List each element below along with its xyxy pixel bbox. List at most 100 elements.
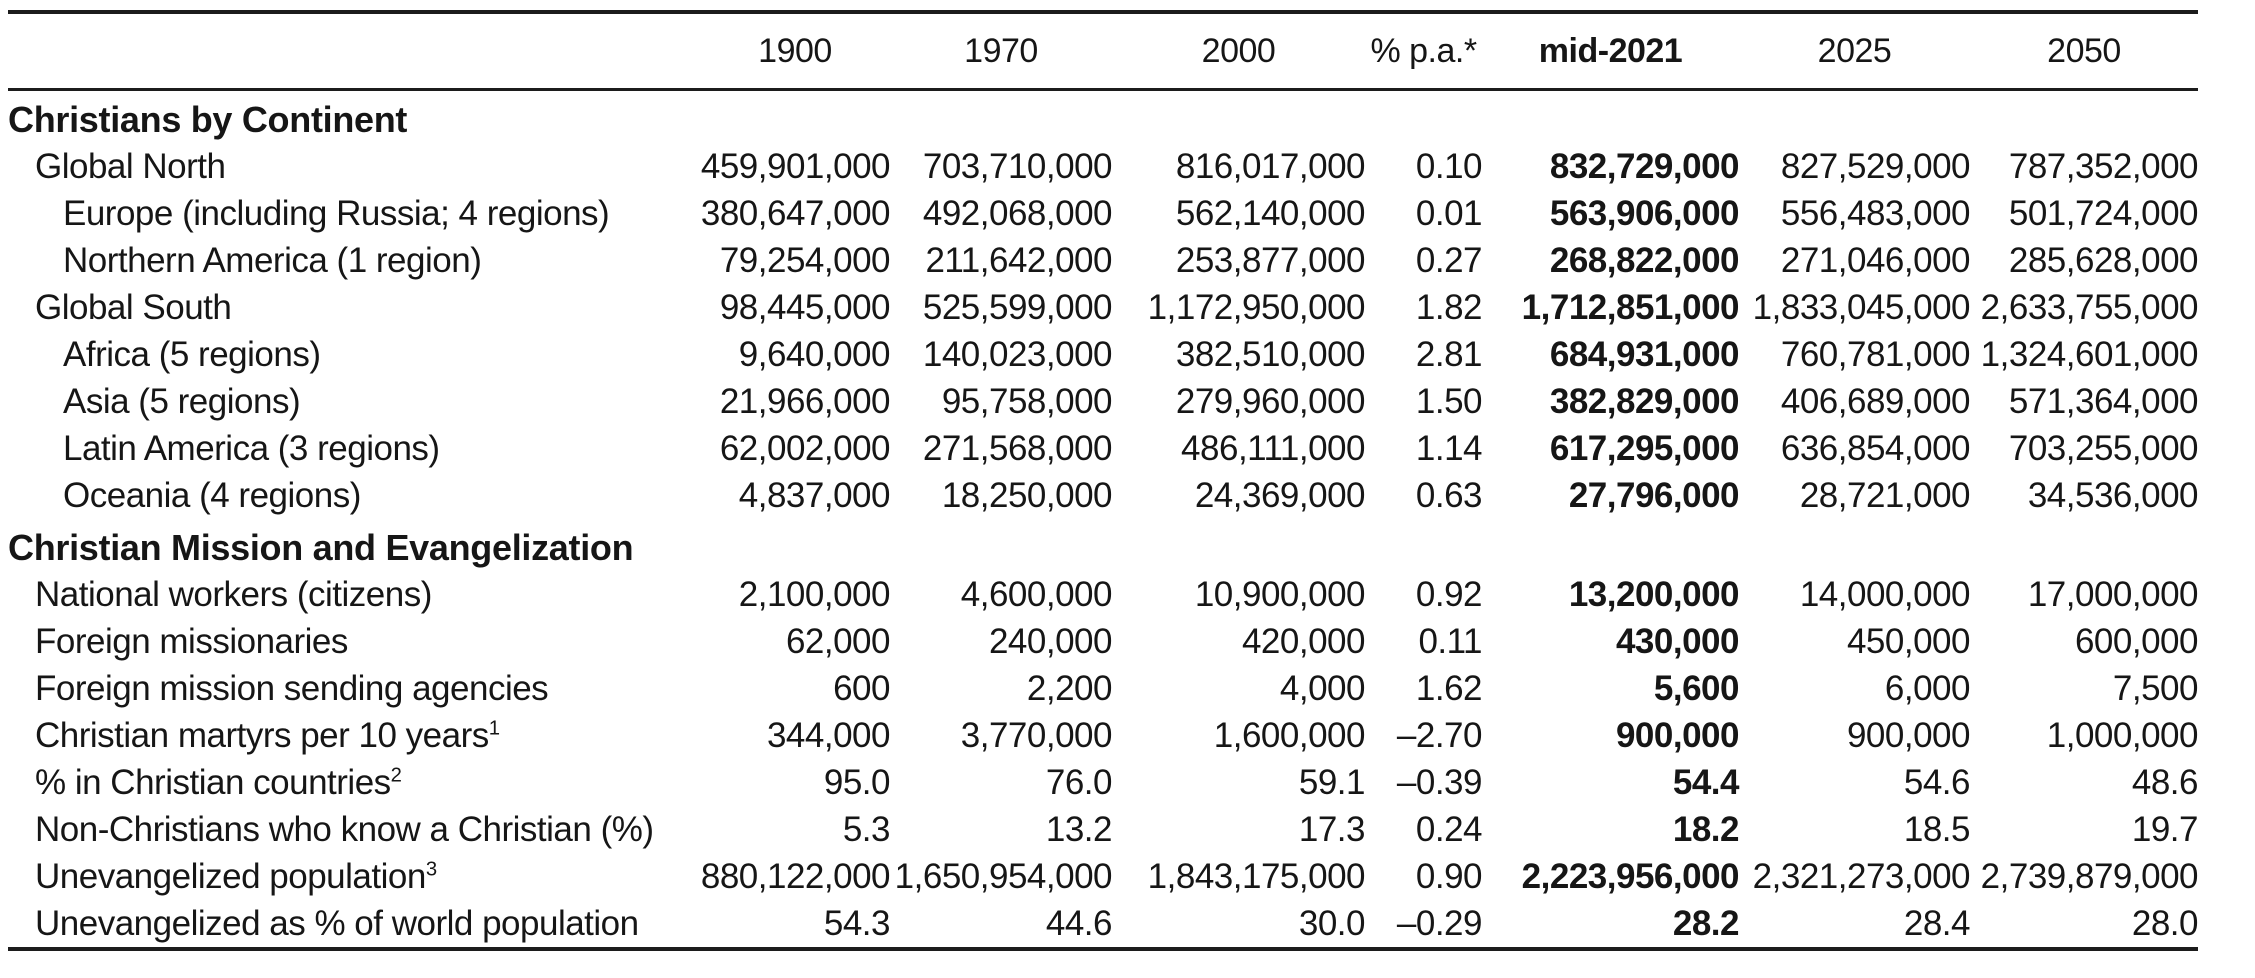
cell-y1900: 880,122,000 [700, 857, 891, 896]
table-row: Foreign missionaries 62,000 240,000 420,000… [8, 618, 2199, 665]
cell-y2050: 1,000,000 [2046, 716, 2199, 755]
cell-pct-pa: 0.01 [1415, 194, 1483, 233]
cell-y1970: 492,068,000 [922, 194, 1113, 233]
cell-y2000: 24,369,000 [1194, 476, 1366, 515]
table-row: Unevangelized as % of world population 54… [8, 900, 2199, 949]
cell-pct-pa: 1.50 [1415, 382, 1483, 421]
cell-y2050: 17,000,000 [2027, 575, 2199, 614]
header-mid-2021: mid-2021 [1482, 12, 1739, 91]
cell-y1900: 98,445,000 [719, 288, 891, 327]
row-label: Latin America (3 regions) [63, 429, 440, 468]
cell-y2050: 7,500 [2112, 669, 2199, 708]
row-label: Oceania (4 regions) [63, 476, 361, 515]
cell-y1900: 54.3 [823, 904, 891, 943]
cell-y1970: 18,250,000 [941, 476, 1113, 515]
cell-y2025: 760,781,000 [1780, 335, 1971, 374]
table-row: Unevangelized population3 880,122,000 1,65… [8, 853, 2199, 900]
cell-y2050: 19.7 [2131, 810, 2199, 849]
cell-y1900: 380,647,000 [700, 194, 891, 233]
cell-pct-pa: –2.70 [1396, 716, 1483, 755]
cell-pct-pa: 1.14 [1415, 429, 1483, 468]
cell-y2050: 1,324,601,000 [1980, 335, 2199, 374]
table-row: % in Christian countries2 95.0 76.0 59.1 –0.… [8, 759, 2199, 806]
table-row: Oceania (4 regions) 4,837,000 18,250,000 24… [8, 472, 2199, 519]
cell-y1900: 95.0 [823, 763, 891, 802]
cell-y1900: 21,966,000 [719, 382, 891, 421]
row-label: Foreign mission sending agencies [35, 669, 549, 708]
row-label: Global South [35, 288, 232, 327]
cell-pct-pa: 0.11 [1418, 622, 1482, 661]
header-2050: 2050 [1970, 12, 2198, 91]
cell-y1900: 9,640,000 [738, 335, 891, 374]
cell-y2025: 2,321,273,000 [1752, 857, 1971, 896]
cell-pct-pa: 1.82 [1415, 288, 1483, 327]
cell-y2000: 10,900,000 [1194, 575, 1366, 614]
table-row: Non-Christians who know a Christian (%) 5… [8, 806, 2199, 853]
cell-y2050: 2,739,879,000 [1980, 857, 2199, 896]
cell-y1900: 344,000 [766, 716, 891, 755]
cell-y2025: 406,689,000 [1780, 382, 1971, 421]
cell-y1970: 2,200 [1026, 669, 1113, 708]
cell-y2025: 271,046,000 [1780, 241, 1971, 280]
cell-y2025: 450,000 [1846, 622, 1971, 661]
header-2000: 2000 [1112, 12, 1365, 91]
footnote-marker: 3 [425, 858, 438, 881]
cell-y2000: 59.1 [1298, 763, 1366, 802]
cell-y2000: 4,000 [1279, 669, 1366, 708]
cell-y1970: 1,650,954,000 [894, 857, 1113, 896]
table-row: National workers (citizens) 2,100,000 4,60… [8, 571, 2199, 618]
header-row: 1900 1970 2000 % p.a.* mid-2021 2025 205… [8, 12, 2198, 91]
cell-mid-2021: 54.4 [1672, 763, 1740, 802]
cell-y1970: 76.0 [1045, 763, 1113, 802]
cell-y2025: 1,833,045,000 [1752, 288, 1971, 327]
cell-y1900: 2,100,000 [738, 575, 891, 614]
cell-pct-pa: 0.10 [1415, 147, 1483, 186]
row-label: Africa (5 regions) [63, 335, 321, 374]
row-label: National workers (citizens) [35, 575, 432, 614]
cell-y1970: 95,758,000 [941, 382, 1113, 421]
cell-y1970: 13.2 [1045, 810, 1113, 849]
cell-y2050: 571,364,000 [2008, 382, 2199, 421]
cell-mid-2021: 900,000 [1615, 716, 1740, 755]
cell-mid-2021: 563,906,000 [1549, 194, 1740, 233]
cell-mid-2021: 28.2 [1672, 904, 1740, 943]
row-label: % in Christian countries2 [35, 763, 402, 802]
cell-y2000: 1,172,950,000 [1147, 288, 1366, 327]
section-title: Christians by Continent [8, 99, 408, 140]
cell-y1900: 459,901,000 [700, 147, 891, 186]
row-label: Christian martyrs per 10 years1 [35, 716, 501, 755]
cell-y2000: 30.0 [1298, 904, 1366, 943]
row-label: Unevangelized as % of world population [35, 904, 639, 943]
cell-y2000: 253,877,000 [1175, 241, 1366, 280]
cell-mid-2021: 832,729,000 [1549, 147, 1740, 186]
cell-y1900: 79,254,000 [719, 241, 891, 280]
cell-y2000: 562,140,000 [1175, 194, 1366, 233]
cell-pct-pa: 0.90 [1415, 857, 1483, 896]
row-label: Non-Christians who know a Christian (%) [35, 810, 654, 849]
cell-y2025: 28.4 [1903, 904, 1971, 943]
table-body: Christians by Continent Global North 459,9… [8, 90, 2199, 950]
cell-y2000: 420,000 [1241, 622, 1366, 661]
cell-mid-2021: 5,600 [1653, 669, 1740, 708]
table-row: Global North 459,901,000 703,710,000 816,01… [8, 143, 2199, 190]
cell-pct-pa: 0.27 [1415, 241, 1483, 280]
cell-y2050: 600,000 [2074, 622, 2199, 661]
cell-mid-2021: 684,931,000 [1549, 335, 1740, 374]
cell-mid-2021: 2,223,956,000 [1521, 857, 1740, 896]
table-row: Global South 98,445,000 525,599,000 1,172,9… [8, 284, 2199, 331]
cell-y2025: 636,854,000 [1780, 429, 1971, 468]
row-label: Asia (5 regions) [63, 382, 301, 421]
cell-y2050: 787,352,000 [2008, 147, 2199, 186]
table-header: 1900 1970 2000 % p.a.* mid-2021 2025 205… [8, 12, 2198, 91]
cell-y2000: 486,111,000 [1181, 429, 1365, 468]
cell-mid-2021: 18.2 [1672, 810, 1740, 849]
header-1900: 1900 [700, 12, 890, 91]
cell-y2025: 900,000 [1846, 716, 1971, 755]
cell-y2000: 279,960,000 [1175, 382, 1366, 421]
cell-mid-2021: 430,000 [1615, 622, 1740, 661]
cell-y2050: 34,536,000 [2027, 476, 2199, 515]
cell-y2000: 382,510,000 [1175, 335, 1366, 374]
cell-y1970: 211,642,000 [925, 241, 1112, 280]
cell-y2000: 1,843,175,000 [1147, 857, 1366, 896]
